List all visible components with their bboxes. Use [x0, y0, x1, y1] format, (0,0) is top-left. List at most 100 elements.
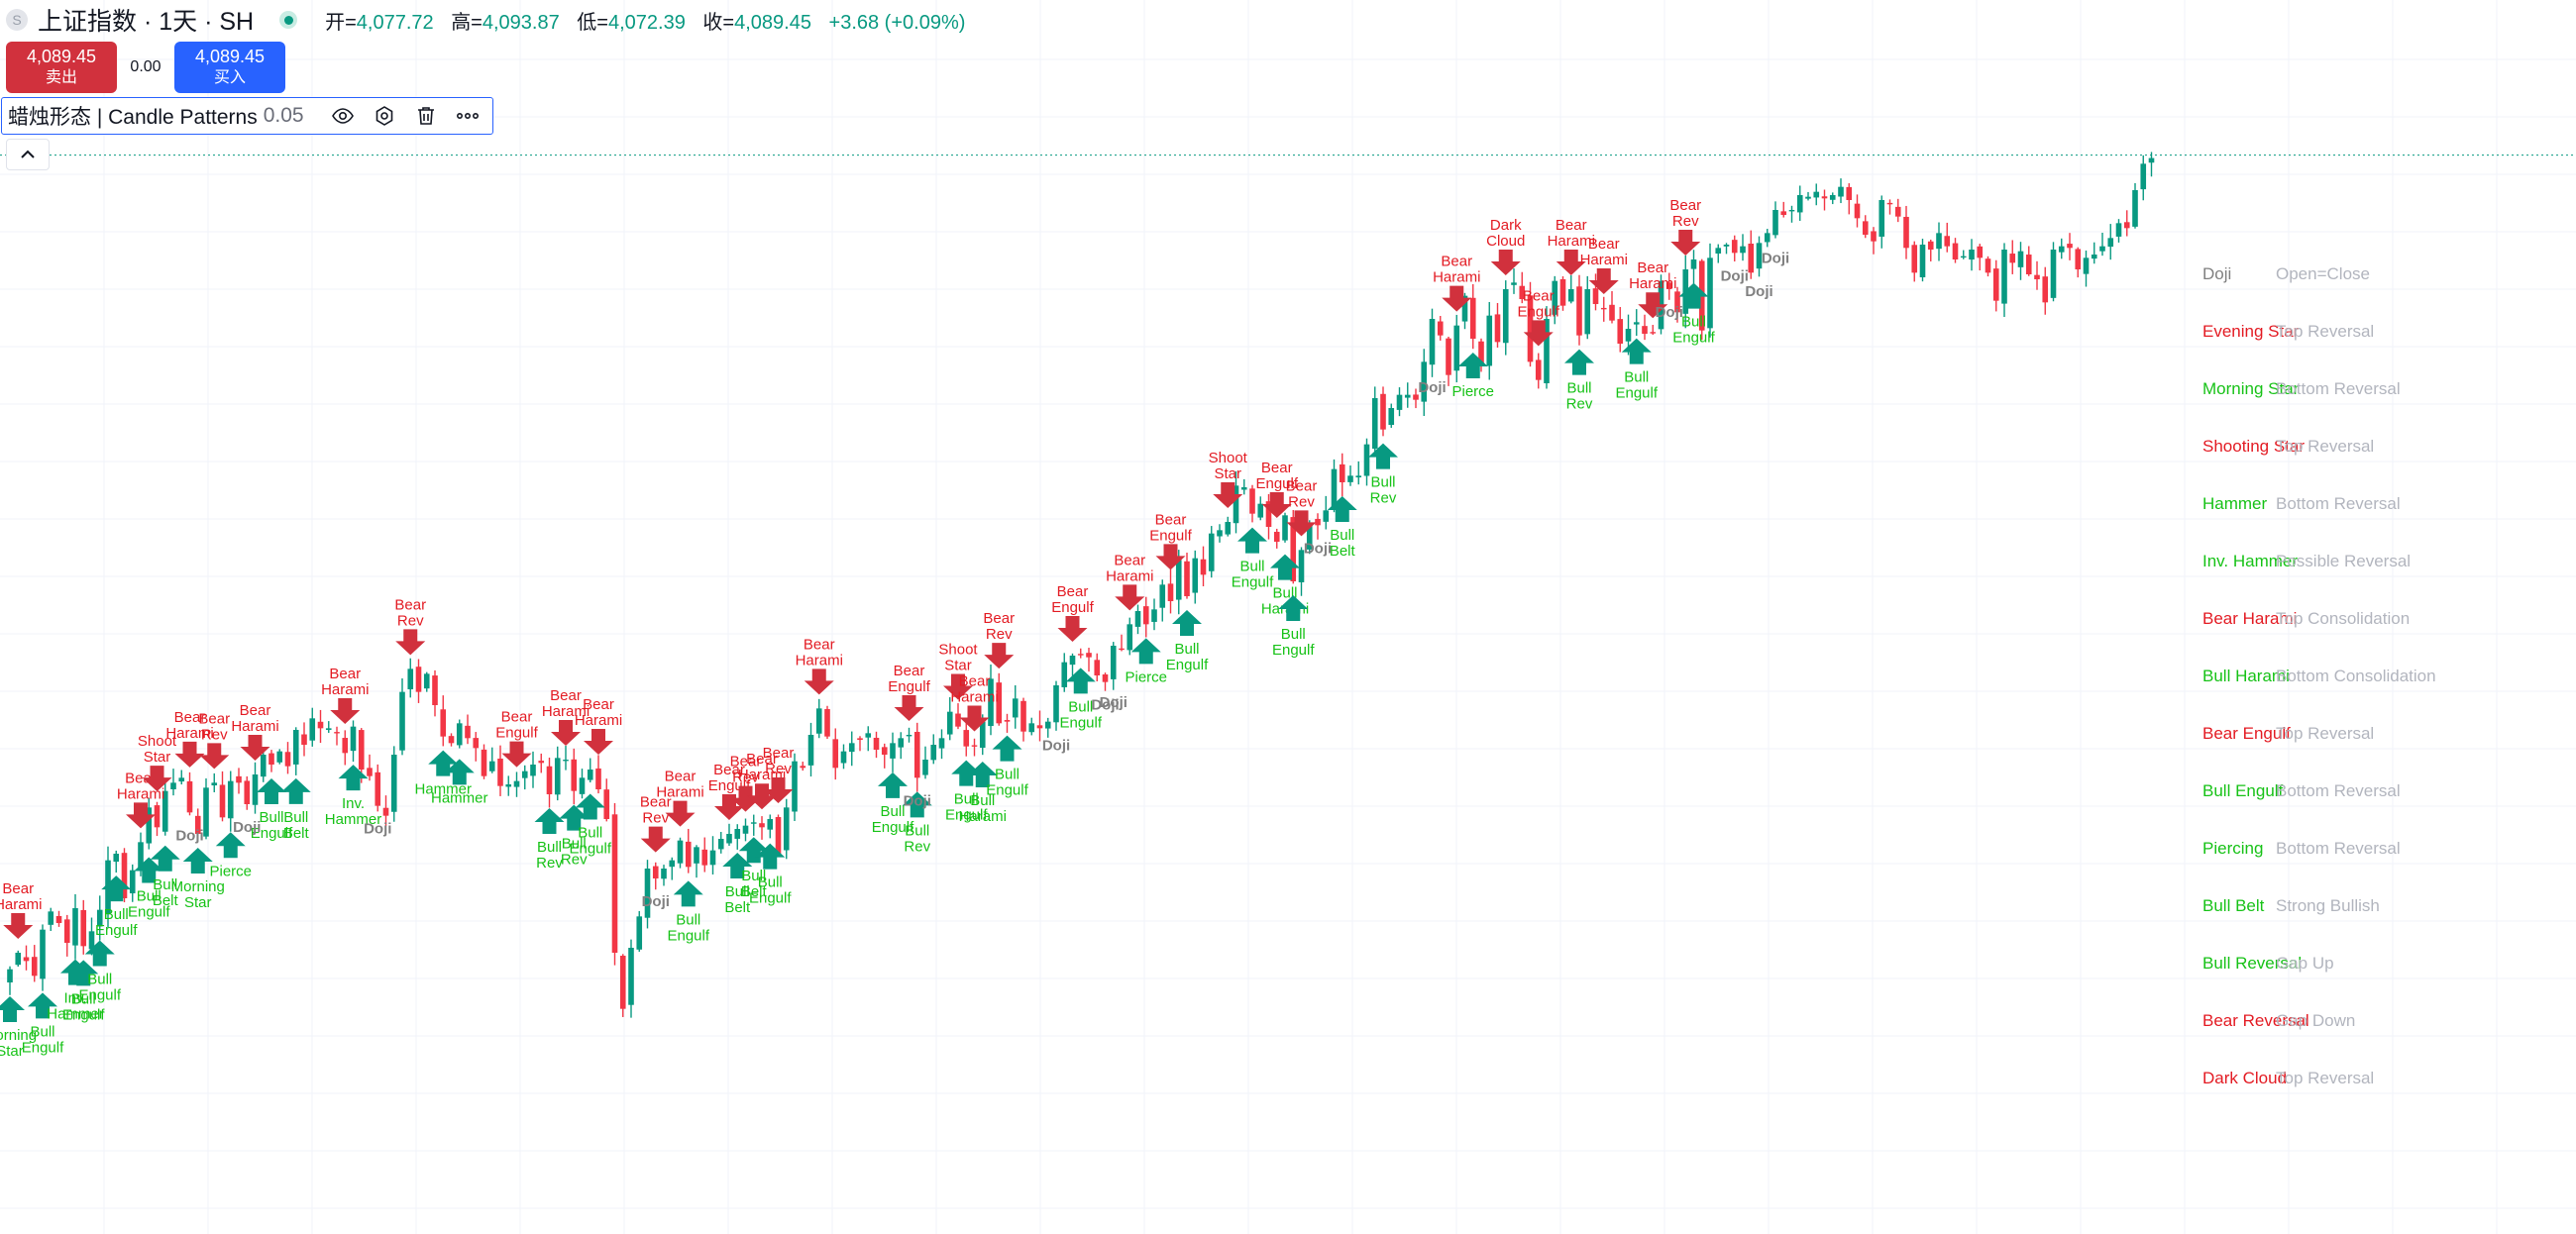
pattern-label: Star [0, 1043, 24, 1060]
symbol-logo-icon[interactable]: S [6, 9, 28, 31]
candle-body [1306, 523, 1313, 550]
down-arrow-icon [943, 673, 973, 700]
pattern-label: Bear [1588, 236, 1620, 253]
down-arrow-icon [1261, 491, 1292, 518]
pattern-label: Engulf [95, 922, 138, 939]
candles [7, 152, 2155, 1018]
candle-body [587, 770, 593, 780]
pattern-label: Bear [640, 794, 672, 811]
pattern-label: Harami [1580, 252, 1628, 268]
pattern-label: Bear [1155, 511, 1187, 528]
buy-button[interactable]: 4,089.45 买入 [174, 42, 285, 93]
symbol-title[interactable]: 上证指数 · 1天 · SH [38, 8, 255, 36]
bull-pattern-marker: Pierce [1451, 353, 1494, 400]
pattern-label: Bear [763, 745, 795, 762]
up-arrow-icon [1621, 338, 1652, 364]
candle-body [800, 766, 806, 769]
candle-body [873, 737, 880, 750]
candle-body [211, 782, 218, 786]
candle-body [1437, 321, 1444, 336]
up-arrow-icon [1278, 595, 1309, 621]
candle-body [1740, 246, 1746, 254]
candle-body [628, 948, 634, 1005]
candle-body [694, 847, 699, 864]
down-arrow-icon [894, 695, 924, 721]
indicator-legend[interactable]: 蜡烛形态 | Candle Patterns 0.05 [1, 97, 493, 135]
pattern-label: Rev [986, 626, 1013, 643]
collapse-indicators-button[interactable] [6, 139, 50, 170]
up-arrow-icon [1564, 349, 1594, 375]
low-value: 4,072.39 [607, 11, 686, 34]
pattern-label: Rev [904, 838, 930, 855]
pattern-label: Rev [1370, 490, 1397, 507]
up-arrow-icon [444, 759, 475, 785]
candle-body [603, 789, 610, 819]
candle-body [963, 730, 970, 747]
pattern-label: Bear [198, 710, 230, 727]
up-arrow-icon [28, 992, 57, 1019]
pattern-label: Bull [905, 822, 929, 839]
trash-icon[interactable] [409, 101, 443, 131]
candle-body [1036, 725, 1043, 729]
pattern-label: Bear [501, 709, 533, 726]
pattern-label: Engulf [986, 782, 1028, 799]
candle-body [1331, 468, 1338, 509]
down-arrow-icon [126, 802, 156, 829]
candle-body [1363, 444, 1370, 476]
candle-body [1478, 341, 1484, 363]
candle-body [194, 815, 201, 834]
candle-body [88, 931, 95, 950]
up-arrow-icon [534, 808, 565, 834]
candle-body [244, 780, 251, 804]
candle-body [129, 870, 136, 894]
pattern-label: Bull [259, 809, 283, 826]
candle-body [726, 834, 732, 844]
pattern-label: Belt [741, 883, 768, 900]
pattern-label: Morning [0, 1027, 37, 1044]
candle-body [1429, 319, 1436, 365]
candle-body [309, 718, 316, 741]
up-arrow-icon [134, 857, 164, 883]
candle-body [55, 915, 62, 923]
candle-body [1151, 609, 1157, 622]
candle-body [1878, 200, 1885, 237]
up-arrow-icon [902, 791, 932, 818]
pattern-label: Engulf [667, 927, 709, 944]
up-arrow-icon [673, 880, 703, 907]
up-arrow-icon [1368, 443, 1398, 469]
market-status-icon[interactable] [279, 11, 298, 29]
candle-body [432, 675, 438, 705]
candle-body [1486, 315, 1493, 366]
pattern-label: Rev [561, 852, 588, 869]
pattern-label: Rev [732, 770, 759, 786]
eye-icon[interactable] [326, 101, 360, 131]
more-icon[interactable] [451, 101, 484, 131]
down-arrow-icon [714, 794, 744, 820]
candle-body [554, 758, 561, 795]
down-arrow-icon [330, 698, 361, 725]
candle-body [1944, 236, 1951, 247]
settings-icon[interactable] [368, 101, 401, 131]
pattern-label: Engulf [495, 725, 538, 742]
candle-body [236, 775, 242, 783]
doji-label: Doji [642, 893, 670, 910]
doji-label: Doji [175, 827, 203, 844]
pattern-label: Belt [283, 825, 310, 842]
pattern-label: Engulf [1059, 714, 1102, 731]
candle-body [611, 814, 618, 953]
pattern-label: Harami [321, 681, 369, 698]
pattern-label: Star [1214, 465, 1241, 482]
sell-button[interactable]: 4,089.45 卖出 [6, 42, 117, 93]
pattern-label: Bull [1566, 380, 1591, 397]
candle-body [440, 709, 447, 737]
candle-body [767, 819, 774, 830]
indicator-name[interactable]: 蜡烛形态 | Candle Patterns [8, 106, 258, 129]
candle-body [1886, 202, 1893, 205]
